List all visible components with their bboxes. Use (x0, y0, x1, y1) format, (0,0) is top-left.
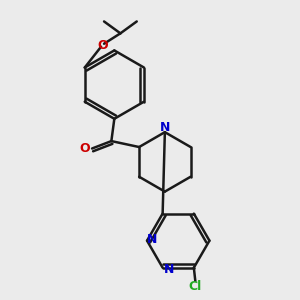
Text: O: O (97, 39, 108, 52)
Text: N: N (147, 233, 158, 246)
Text: N: N (164, 263, 174, 276)
Text: N: N (160, 121, 170, 134)
Text: Cl: Cl (189, 280, 202, 293)
Text: O: O (79, 142, 90, 155)
